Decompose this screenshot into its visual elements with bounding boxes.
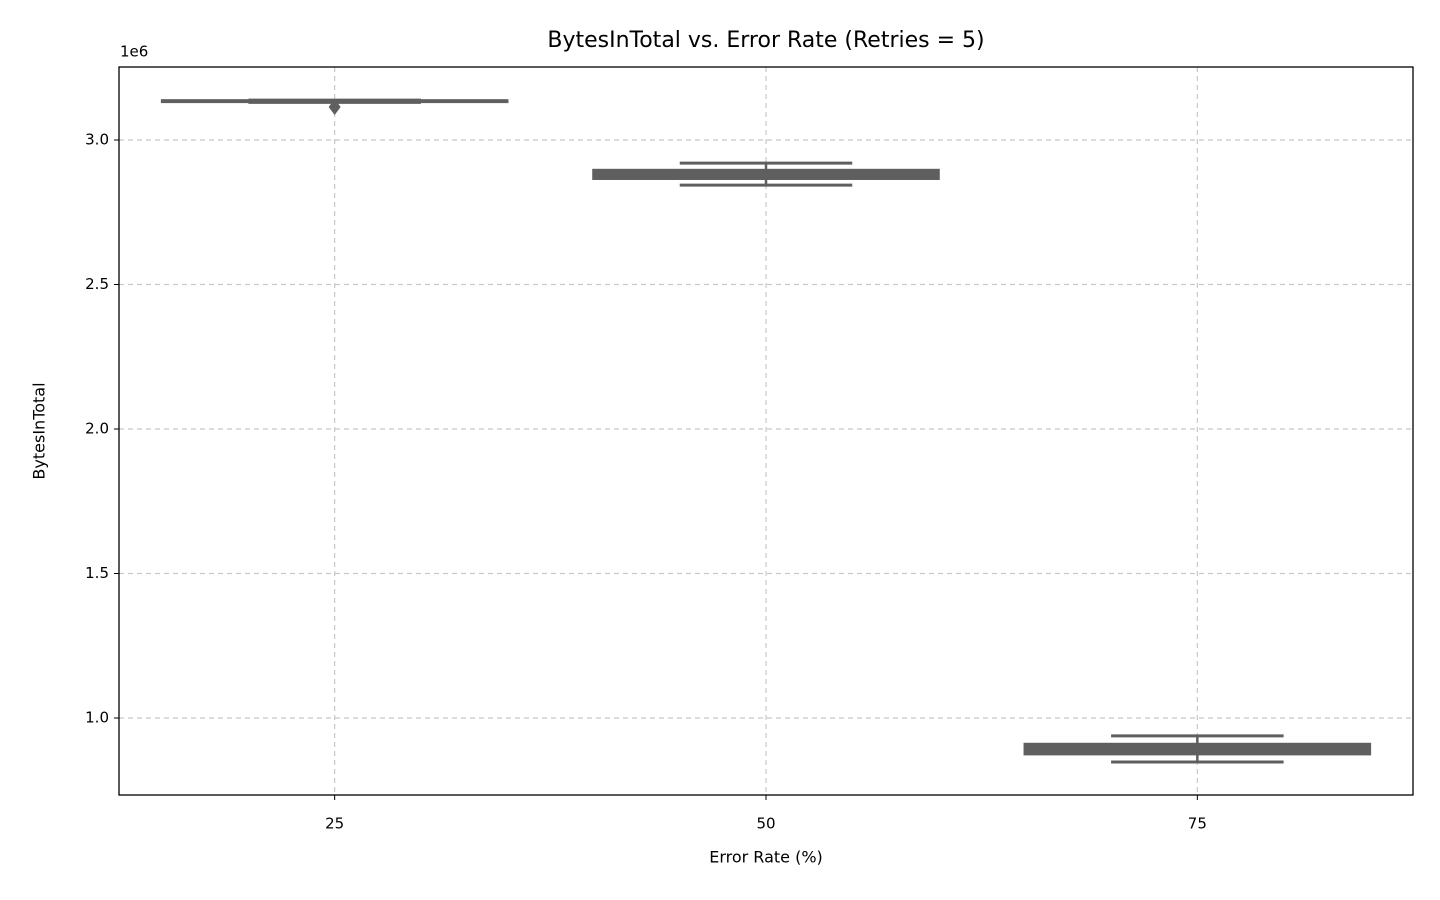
y-tick-label: 1.0 bbox=[85, 709, 109, 727]
x-tick-label: 25 bbox=[325, 815, 344, 833]
y-tick-label: 2.0 bbox=[85, 420, 109, 438]
plot-area bbox=[119, 67, 1413, 795]
y-tick-label: 3.0 bbox=[85, 131, 109, 149]
y-offset-label: 1e6 bbox=[120, 43, 148, 61]
x-tick-label: 75 bbox=[1188, 815, 1207, 833]
y-tick-label: 1.5 bbox=[85, 564, 109, 582]
x-tick-label: 50 bbox=[756, 815, 775, 833]
x-axis-label: Error Rate (%) bbox=[709, 848, 823, 867]
chart-title: BytesInTotal vs. Error Rate (Retries = 5… bbox=[547, 28, 984, 53]
y-tick-label: 2.5 bbox=[85, 275, 109, 293]
outlier bbox=[328, 99, 341, 116]
y-axis-label: BytesInTotal bbox=[30, 382, 49, 479]
